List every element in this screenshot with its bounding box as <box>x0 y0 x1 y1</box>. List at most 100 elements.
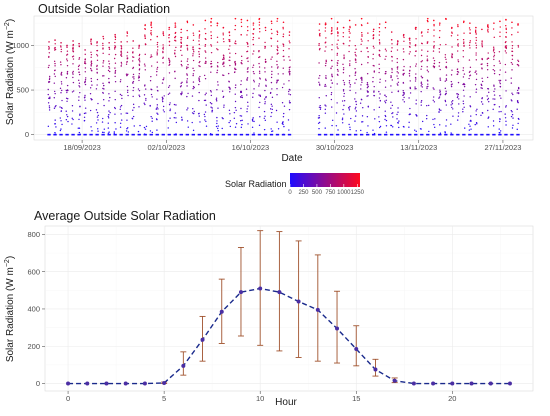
radiation-point <box>270 76 273 79</box>
radiation-point <box>210 71 212 73</box>
radiation-point <box>228 121 230 124</box>
radiation-point <box>85 77 87 79</box>
radiation-point <box>221 127 223 130</box>
radiation-point <box>396 68 399 70</box>
daily-peak-point <box>156 35 159 38</box>
radiation-point <box>359 102 362 104</box>
radiation-point <box>90 67 92 70</box>
radiation-point <box>456 93 458 95</box>
radiation-point <box>181 81 183 84</box>
radiation-point <box>162 105 165 108</box>
radiation-point <box>420 90 422 93</box>
radiation-point <box>463 32 465 34</box>
radiation-point <box>475 73 478 75</box>
radiation-point <box>427 85 429 88</box>
day-scatter <box>438 22 442 136</box>
radiation-point <box>120 50 122 52</box>
radiation-point <box>324 42 326 44</box>
radiation-point <box>132 86 135 89</box>
radiation-point <box>282 55 284 58</box>
radiation-point <box>403 65 405 68</box>
radiation-point <box>343 56 345 58</box>
radiation-point <box>451 55 453 57</box>
radiation-point <box>385 131 388 133</box>
radiation-point <box>474 83 477 86</box>
radiation-point <box>246 57 248 60</box>
daily-peak-point <box>102 35 104 38</box>
radiation-point <box>463 41 465 43</box>
radiation-point <box>492 98 494 100</box>
day-scatter <box>221 26 226 136</box>
radiation-point <box>222 62 224 64</box>
radiation-point <box>89 109 92 112</box>
radiation-point <box>174 55 177 58</box>
radiation-point <box>445 61 448 63</box>
radiation-point <box>114 35 116 38</box>
radiation-point <box>156 61 158 63</box>
radiation-point <box>426 66 428 68</box>
radiation-point <box>271 96 274 99</box>
daily-peak-point <box>481 28 483 31</box>
radiation-point <box>331 65 333 68</box>
day-scatter <box>131 40 135 136</box>
day-scatter <box>504 18 508 136</box>
radiation-point <box>90 97 92 100</box>
radiation-point <box>66 54 68 56</box>
radiation-point <box>132 95 134 98</box>
radiation-point <box>84 71 86 73</box>
radiation-point <box>271 73 273 76</box>
radiation-point <box>156 112 158 114</box>
radiation-point <box>361 34 363 36</box>
radiation-point <box>132 47 134 49</box>
radiation-point <box>420 61 422 63</box>
day-scatter <box>396 40 400 136</box>
radiation-point <box>493 72 496 75</box>
radiation-point <box>186 47 189 49</box>
radiation-point <box>132 51 134 53</box>
radiation-point <box>144 35 146 38</box>
radiation-point <box>246 77 249 79</box>
radiation-point <box>396 61 398 64</box>
radiation-point <box>481 112 484 114</box>
radiation-point <box>115 128 117 130</box>
radiation-point <box>114 75 116 78</box>
day-scatter <box>365 22 370 136</box>
radiation-point <box>438 111 440 113</box>
radiation-point <box>120 54 122 56</box>
radiation-point <box>378 41 381 44</box>
radiation-point <box>487 25 489 27</box>
radiation-point <box>481 63 483 65</box>
radiation-point <box>126 85 129 88</box>
radiation-point <box>192 74 194 77</box>
radiation-point <box>48 75 51 78</box>
radiation-point <box>53 107 56 109</box>
top-y-axis-title-sup: −2 <box>4 22 11 30</box>
radiation-point <box>336 73 339 76</box>
day-scatter <box>384 21 388 136</box>
radiation-point <box>264 45 266 48</box>
radiation-point <box>204 44 207 46</box>
day-scatter <box>359 17 364 136</box>
radiation-point <box>108 46 110 49</box>
radiation-point <box>397 81 400 83</box>
radiation-point <box>61 89 63 92</box>
radiation-point <box>180 39 182 41</box>
radiation-point <box>480 101 483 103</box>
radiation-point <box>331 73 333 76</box>
radiation-point <box>79 133 81 135</box>
radiation-point <box>499 62 501 64</box>
radiation-point <box>331 44 333 46</box>
mean-point <box>411 381 416 386</box>
radiation-point <box>48 45 50 48</box>
radiation-point <box>428 130 430 133</box>
radiation-point <box>397 77 399 80</box>
daily-peak-point <box>234 17 237 20</box>
mean-point <box>488 381 493 386</box>
radiation-point <box>343 92 345 95</box>
radiation-point <box>390 101 392 103</box>
radiation-point <box>391 91 393 94</box>
radiation-point <box>277 79 279 81</box>
radiation-point <box>336 64 339 66</box>
day-scatter <box>161 31 165 136</box>
radiation-point <box>60 74 62 76</box>
